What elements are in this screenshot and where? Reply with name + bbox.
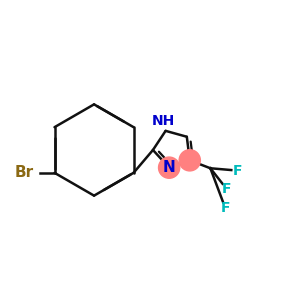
Text: Br: Br <box>15 165 34 180</box>
Circle shape <box>158 157 180 178</box>
Circle shape <box>179 150 200 171</box>
Text: F: F <box>220 201 230 215</box>
Text: NH: NH <box>152 114 175 128</box>
Text: F: F <box>233 164 242 178</box>
Text: N: N <box>163 160 175 175</box>
Text: F: F <box>222 182 231 196</box>
